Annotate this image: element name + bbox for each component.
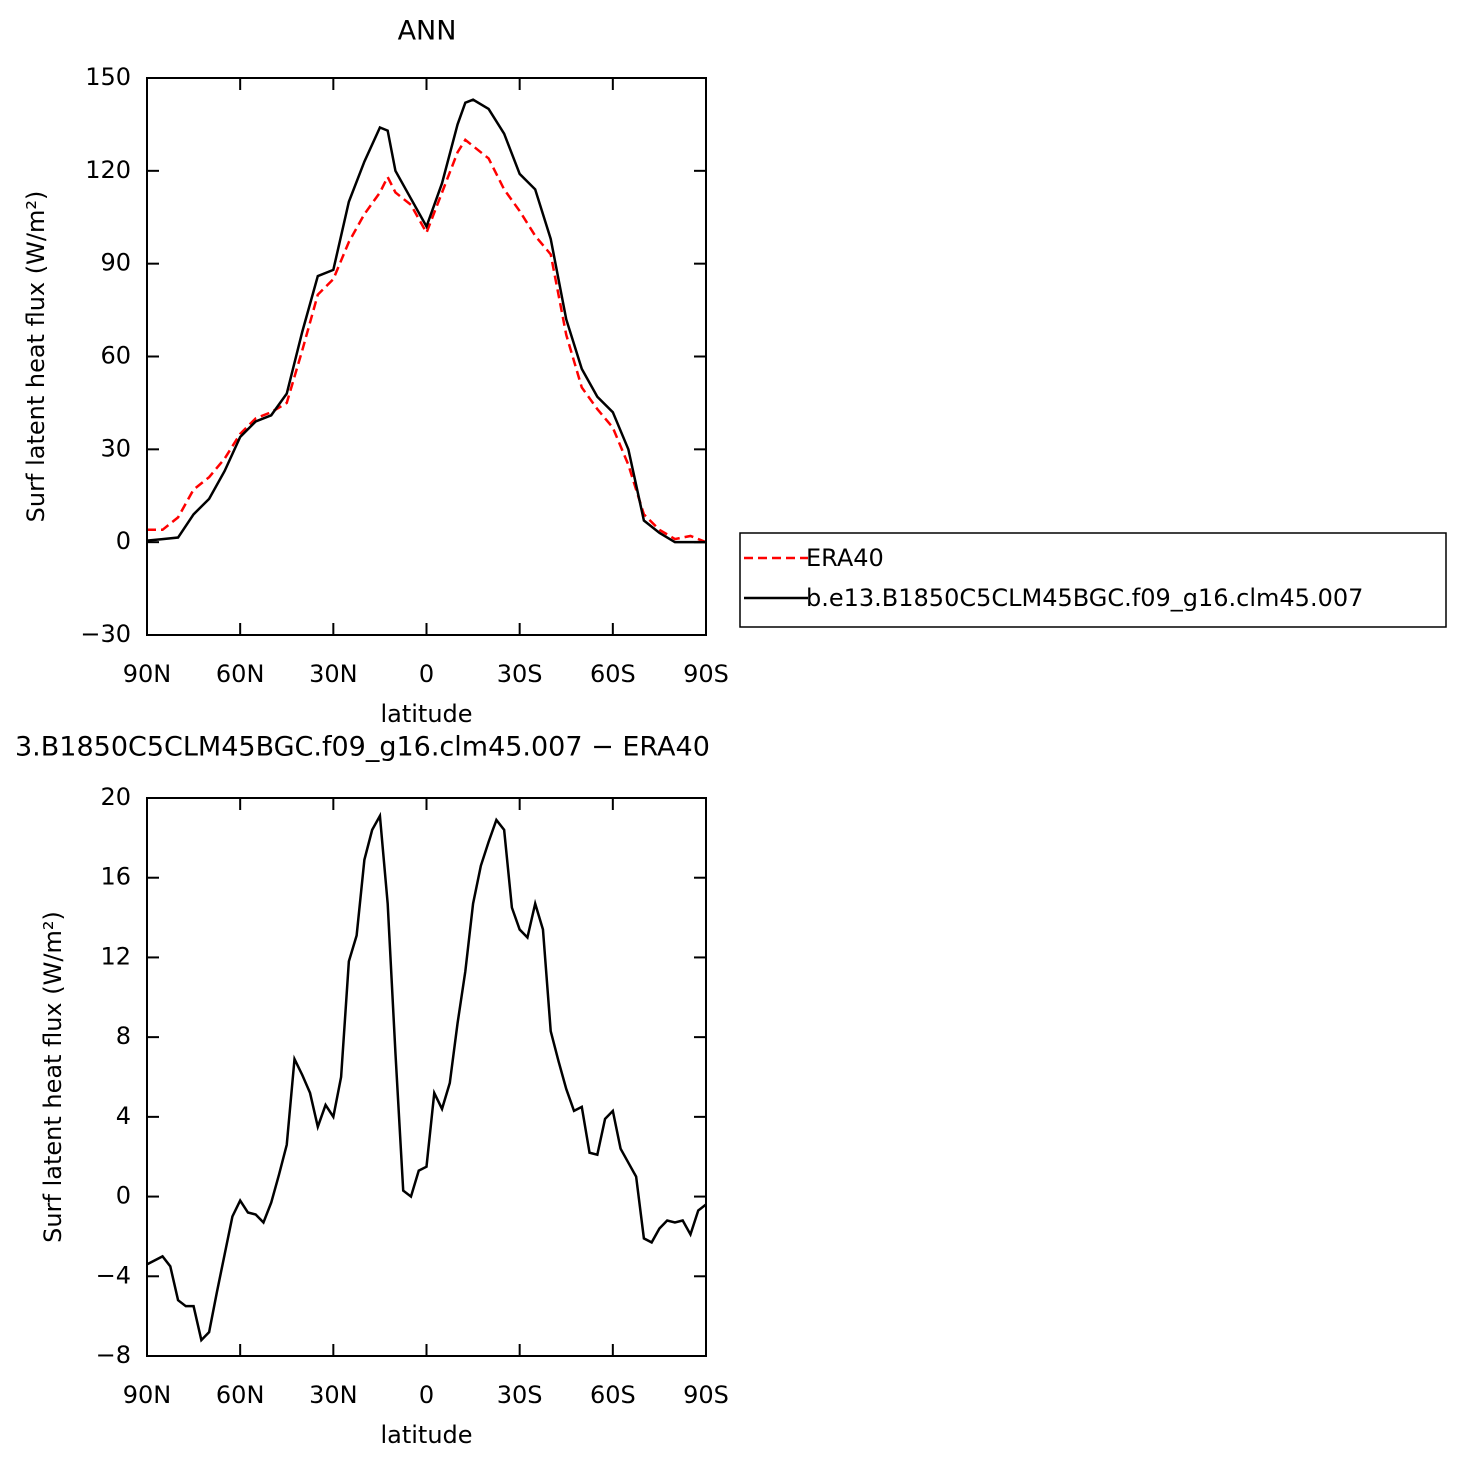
x-tick-label: 90N bbox=[123, 1381, 172, 1409]
data-line bbox=[146, 98, 706, 544]
x-tick-label: 90S bbox=[683, 1381, 729, 1409]
x-tick-label: 30S bbox=[497, 660, 543, 688]
x-tick-label: 0 bbox=[419, 1381, 434, 1409]
y-tick-label: 0 bbox=[116, 527, 131, 555]
x-tick-label: 0 bbox=[419, 660, 434, 688]
legend-box bbox=[739, 532, 1447, 628]
y-tick-label: 4 bbox=[116, 1102, 131, 1130]
y-tick-label: 120 bbox=[85, 156, 131, 184]
x-tick-label: 90N bbox=[123, 660, 172, 688]
y-tick-label: −8 bbox=[96, 1341, 131, 1369]
x-tick-label: 30S bbox=[497, 1381, 543, 1409]
y-axis-label: Surf latent heat flux (W/m²) bbox=[22, 191, 50, 523]
y-tick-label: 60 bbox=[100, 342, 131, 370]
data-line bbox=[146, 811, 707, 1343]
x-tick-label: 60S bbox=[590, 660, 636, 688]
x-tick-label: 90S bbox=[683, 660, 729, 688]
legend-label: b.e13.B1850C5CLM45BGC.f09_g16.clm45.007 bbox=[806, 584, 1363, 612]
y-tick-label: −30 bbox=[80, 620, 131, 648]
x-axis-label: latitude bbox=[380, 700, 472, 728]
x-tick-label: 60N bbox=[216, 660, 265, 688]
y-tick-label: 30 bbox=[100, 434, 131, 462]
x-tick-label: 60S bbox=[590, 1381, 636, 1409]
plot-frame bbox=[146, 797, 707, 1357]
x-tick-label: 60N bbox=[216, 1381, 265, 1409]
data-line bbox=[147, 138, 707, 544]
y-tick-label: 150 bbox=[85, 63, 131, 91]
plot-frame bbox=[146, 77, 707, 636]
chart-title: 3.B1850C5CLM45BGC.f09_g16.clm45.007 − ER… bbox=[15, 732, 710, 763]
x-axis-label: latitude bbox=[380, 1421, 472, 1449]
chart-title: ANN bbox=[398, 16, 457, 47]
y-tick-label: 0 bbox=[116, 1182, 131, 1210]
x-tick-label: 30N bbox=[309, 1381, 358, 1409]
y-tick-label: 90 bbox=[100, 249, 131, 277]
y-tick-label: −4 bbox=[96, 1261, 131, 1289]
y-tick-label: 12 bbox=[100, 942, 131, 970]
y-axis-label: Surf latent heat flux (W/m²) bbox=[39, 911, 67, 1243]
y-tick-label: 16 bbox=[100, 863, 131, 891]
y-tick-label: 20 bbox=[100, 783, 131, 811]
legend-label: ERA40 bbox=[806, 544, 884, 572]
y-tick-label: 8 bbox=[116, 1022, 131, 1050]
x-tick-label: 30N bbox=[309, 660, 358, 688]
